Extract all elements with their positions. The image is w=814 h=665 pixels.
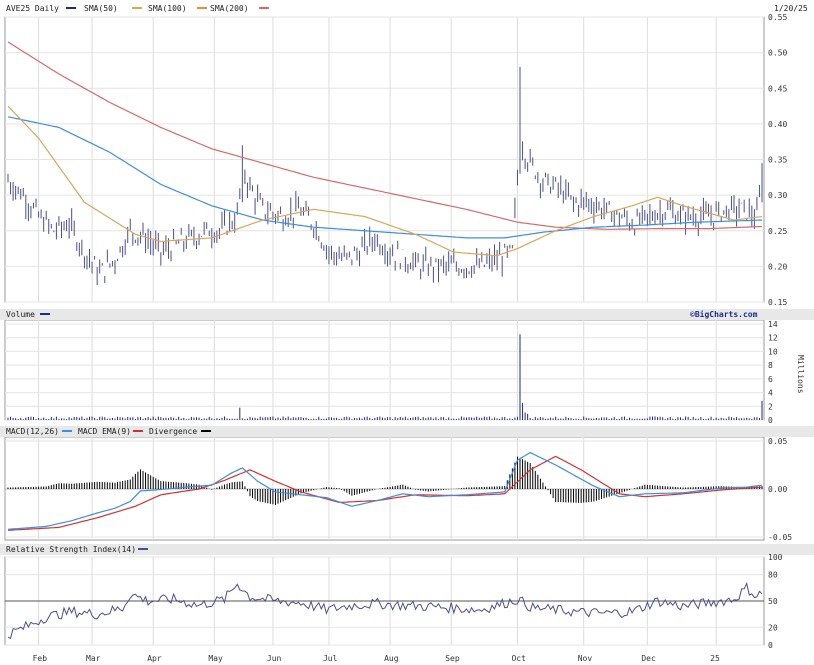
rsi-y-tick: 0 xyxy=(768,641,773,650)
x-tick-label: Mar xyxy=(86,654,101,663)
sma200-line xyxy=(7,41,763,230)
x-tick-label: Nov xyxy=(578,654,593,663)
legend-macd-ema: MACD EMA(9) xyxy=(78,427,131,436)
rsi-title: Relative Strength Index(14) xyxy=(6,545,136,554)
rsi-header: Relative Strength Index(14) xyxy=(0,544,814,555)
price-y-tick: 0.25 xyxy=(768,227,787,236)
x-tick-labels: Feb Mar Apr May Jun Jul Aug Sep Oct Nov Dec 25 xyxy=(33,654,720,663)
price-y-tick: 0.35 xyxy=(768,156,787,165)
x-tick-label: Jun xyxy=(267,654,282,663)
rsi-y-tick: 100 xyxy=(768,553,783,562)
rsi-line xyxy=(7,581,763,640)
source-label: ©BigCharts.com xyxy=(690,309,758,319)
rsi-y-tick: 50 xyxy=(768,597,778,606)
volume-y-tick: 12 xyxy=(768,334,778,343)
price-title: AVE25 Daily xyxy=(6,4,59,13)
price-y-tick: 0.20 xyxy=(768,262,787,271)
price-y-tick: 0.30 xyxy=(768,191,787,200)
macd-ema-line xyxy=(7,455,763,531)
price-y-tick: 0.15 xyxy=(768,298,787,307)
volume-y-tick: 0 xyxy=(768,416,773,425)
volume-y-tick: 4 xyxy=(768,389,773,398)
x-tick-label: May xyxy=(208,654,223,663)
legend-macd: MACD(12,26) xyxy=(6,427,59,436)
macd-line xyxy=(7,451,763,530)
y-tick-labels: 0.55 0.50 0.45 0.40 0.35 0.30 0.25 0.20 0.15 14 12… xyxy=(768,13,792,650)
volume-panel xyxy=(4,319,765,421)
volume-header: Volume ©BigCharts.com xyxy=(0,309,814,320)
macd-y-tick: 0.05 xyxy=(768,437,787,446)
volume-ylabel: Millions xyxy=(796,355,805,394)
macd-y-tick: -0.05 xyxy=(768,533,792,542)
rsi-path xyxy=(7,581,763,640)
rsi-y-tick: 80 xyxy=(768,571,778,580)
price-header: AVE25 Daily SMA(50) SMA(100) SMA(200) 1/… xyxy=(6,4,808,13)
price-y-tick: 0.50 xyxy=(768,49,787,58)
legend-divergence: Divergence xyxy=(149,427,197,436)
moving-averages xyxy=(7,41,763,257)
x-tick-label: Oct xyxy=(511,654,526,663)
rsi-y-tick: 20 xyxy=(768,623,778,632)
macd-y-tick: 0.00 xyxy=(768,485,787,494)
sma100-line xyxy=(7,116,762,239)
x-tick-label: 25 xyxy=(710,654,720,663)
macd-lines xyxy=(7,451,763,531)
x-tick-label: Apr xyxy=(147,654,162,663)
x-tick-label: Sep xyxy=(445,654,460,663)
legend-sma100: SMA(100) xyxy=(148,4,187,13)
volume-y-tick: 14 xyxy=(768,320,778,329)
legend-sma50: SMA(50) xyxy=(84,4,118,13)
price-y-tick: 0.45 xyxy=(768,84,787,93)
sma50-line xyxy=(7,105,763,257)
price-bars xyxy=(7,66,763,286)
x-tick-label: Jul xyxy=(323,654,338,663)
x-tick-label: Feb xyxy=(33,654,48,663)
x-tick-label: Aug xyxy=(384,654,399,663)
x-tick-label: Dec xyxy=(641,654,656,663)
volume-title: Volume xyxy=(6,310,35,319)
price-y-tick: 0.55 xyxy=(768,13,787,22)
date-label: 1/20/25 xyxy=(774,4,808,13)
volume-y-tick: 2 xyxy=(768,402,773,411)
legend-sma200: SMA(200) xyxy=(210,4,249,13)
volume-y-tick: 10 xyxy=(768,347,778,356)
macd-header: MACD(12,26) MACD EMA(9) Divergence xyxy=(0,426,814,437)
volume-y-tick: 8 xyxy=(768,361,773,370)
volume-bars xyxy=(7,334,763,420)
volume-y-tick: 6 xyxy=(768,375,773,384)
price-y-tick: 0.40 xyxy=(768,120,787,129)
